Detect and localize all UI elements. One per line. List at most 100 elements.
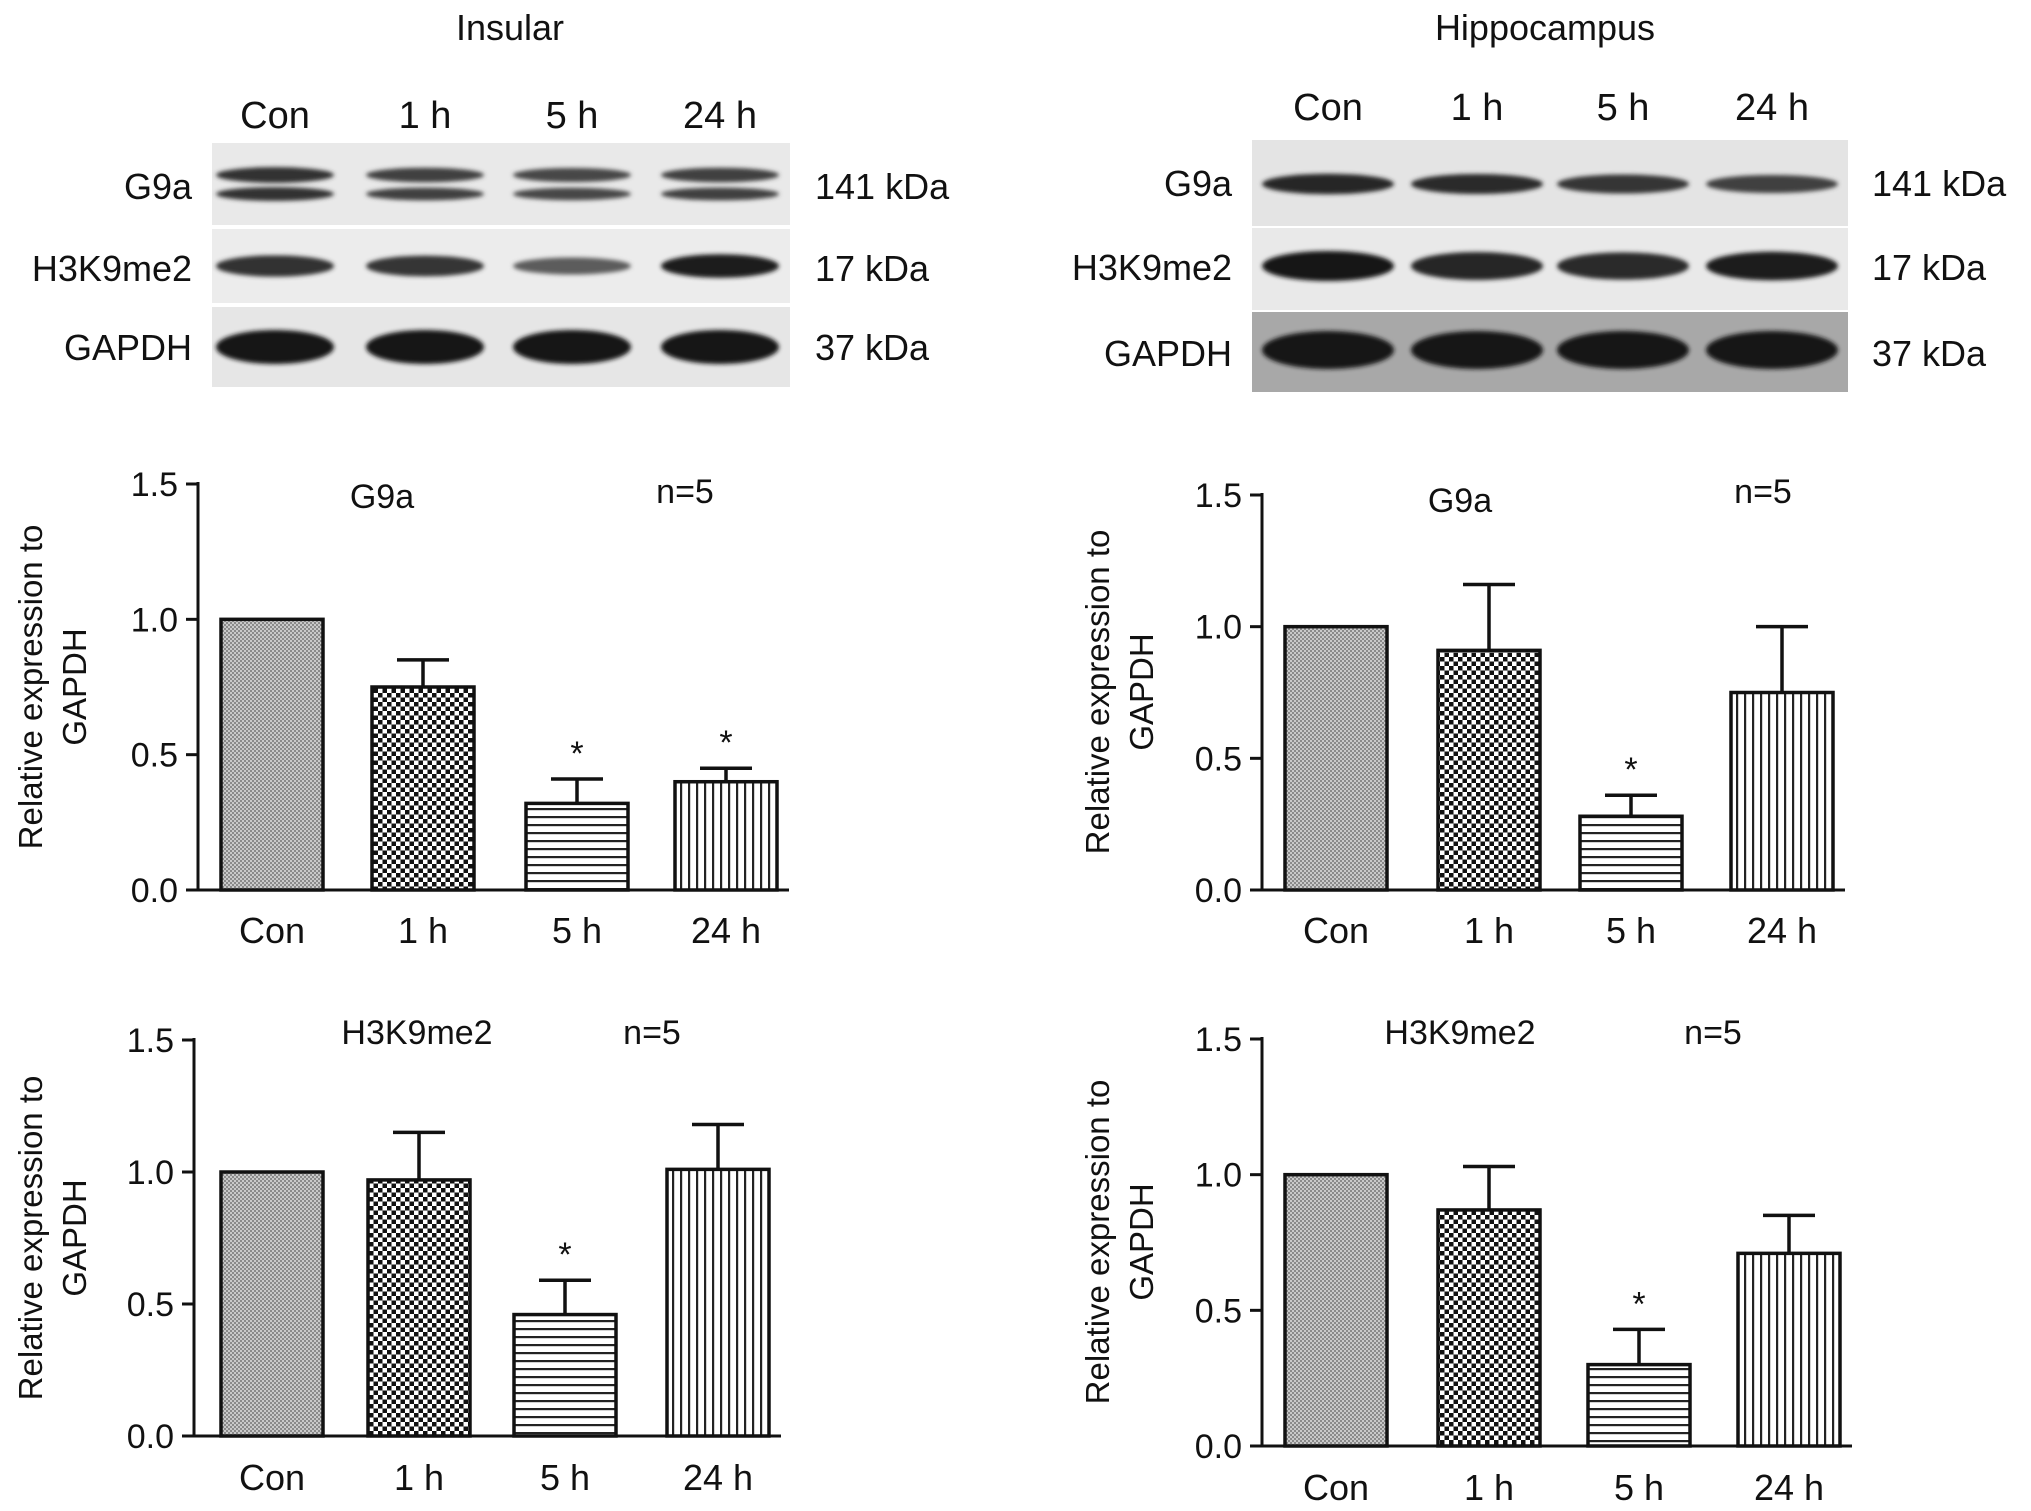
y-tick-label: 0.5	[1195, 740, 1242, 778]
x-tick-label: 24 h	[1747, 910, 1817, 951]
chart-hippocampus-g9a: 0.0 0.5 1.0 1.5 Relative expression to GAPDH G…	[1079, 473, 1845, 951]
blot-band	[366, 187, 484, 201]
y-tick-label: 0.0	[1195, 1428, 1242, 1466]
band-size: 17 kDa	[815, 248, 930, 289]
blot-band	[1262, 331, 1394, 369]
protein-label: GAPDH	[64, 327, 192, 368]
blot-band	[661, 330, 779, 364]
blot-band	[1411, 173, 1543, 195]
chart-insular-g9a: 0.0 0.5 1.0 1.5 Relative expression to GAPDH G…	[12, 466, 789, 951]
y-axis-label: Relative expression to GAPDH	[12, 525, 93, 850]
bar	[366, 1178, 472, 1438]
x-tick-label: 1 h	[1464, 1467, 1514, 1508]
region-title: Insular	[456, 7, 564, 48]
blot-band	[1557, 252, 1689, 280]
y-axis-label: Relative expression to GAPDH	[1079, 530, 1160, 855]
bar	[1436, 648, 1542, 892]
x-tick-label: 5 h	[540, 1457, 590, 1498]
blot-band	[1411, 252, 1543, 280]
blot-band	[513, 187, 631, 201]
significance-marker: *	[1632, 1285, 1645, 1323]
y-axis-label: Relative expression to GAPDH	[12, 1076, 93, 1401]
lane-label: Con	[1293, 87, 1363, 129]
y-tick-label: 1.5	[1195, 477, 1242, 515]
chart-title: G9a	[1428, 482, 1492, 520]
lane-label: Con	[240, 95, 310, 137]
y-tick-label: 1.0	[1195, 1157, 1242, 1195]
x-tick-label: 24 h	[683, 1457, 753, 1498]
blot-band	[216, 330, 334, 364]
significance-marker: *	[570, 735, 583, 773]
lane-label: 24 h	[1735, 87, 1809, 129]
blot-band	[1557, 331, 1689, 369]
chart-hippocampus-h3k9me2: 0.0 0.5 1.0 1.5 Relative expression to GAPDH H…	[1079, 1014, 1852, 1508]
bands	[216, 167, 779, 364]
blot-band	[216, 255, 334, 277]
chart-insular-h3k9me2: 0.0 0.5 1.0 1.5 Relative expression to GAPDH H…	[12, 1014, 781, 1498]
blot-strip	[212, 143, 790, 225]
y-tick-label: 0.5	[131, 737, 178, 775]
blot-band	[216, 187, 334, 201]
protein-label: GAPDH	[1104, 333, 1232, 374]
blot-band	[661, 167, 779, 183]
band-size: 141 kDa	[1872, 163, 2007, 204]
blot-band	[1262, 251, 1394, 281]
x-tick-label: 1 h	[398, 910, 448, 951]
y-tick-label: 0.5	[1195, 1292, 1242, 1330]
chart-annotation: n=5	[1684, 1014, 1742, 1052]
y-tick-label: 1.0	[1195, 609, 1242, 647]
x-tick-label: 5 h	[1614, 1467, 1664, 1508]
y-tick-label: 0.0	[131, 872, 178, 910]
x-tick-label: Con	[1303, 1467, 1369, 1508]
protein-label: G9a	[124, 166, 193, 207]
blot-band	[661, 254, 779, 278]
x-tick-label: 1 h	[394, 1457, 444, 1498]
bar	[1283, 1172, 1389, 1448]
lane-label: 1 h	[1451, 87, 1504, 129]
x-tick-label: 5 h	[552, 910, 602, 951]
blot-panel-insular: Insular Con 1 h 5 h 24 h G9a H3K9me2 GAP…	[32, 7, 950, 387]
chart-title: G9a	[350, 478, 414, 516]
protein-label: G9a	[1164, 163, 1233, 204]
bar	[1283, 624, 1389, 892]
blot-band	[513, 167, 631, 183]
lane-label: 5 h	[1597, 87, 1650, 129]
x-tick-label: 1 h	[1464, 910, 1514, 951]
significance-marker: *	[1624, 751, 1637, 789]
bar	[370, 685, 476, 892]
blot-band	[513, 330, 631, 364]
y-tick-label: 0.0	[1195, 872, 1242, 910]
bar	[665, 1167, 771, 1438]
bar	[1578, 814, 1684, 892]
band-size: 37 kDa	[1872, 333, 1987, 374]
bar	[1436, 1208, 1542, 1448]
y-tick-label: 1.5	[127, 1022, 174, 1060]
lane-label: 5 h	[546, 95, 599, 137]
protein-label: H3K9me2	[32, 248, 192, 289]
bar	[524, 801, 630, 892]
chart-annotation: n=5	[623, 1014, 681, 1052]
x-tick-label: 24 h	[691, 910, 761, 951]
x-tick-label: Con	[239, 910, 305, 951]
bar	[1729, 690, 1835, 892]
chart-title: H3K9me2	[341, 1014, 492, 1052]
blot-panel-hippocampus: Hippocampus Con 1 h 5 h 24 h G9a H3K9me2…	[1072, 7, 2007, 392]
bar	[512, 1312, 618, 1438]
blot-band	[1411, 331, 1543, 369]
y-tick-label: 0.5	[127, 1286, 174, 1324]
blot-band	[1706, 251, 1838, 281]
lane-label: 1 h	[399, 95, 452, 137]
band-size: 141 kDa	[815, 166, 950, 207]
lane-label: 24 h	[683, 95, 757, 137]
blot-band	[1706, 331, 1838, 369]
blot-band	[661, 187, 779, 201]
chart-annotation: n=5	[1734, 473, 1792, 511]
bar	[219, 1170, 325, 1438]
blot-band	[366, 255, 484, 277]
chart-title: H3K9me2	[1384, 1014, 1535, 1052]
x-tick-label: 24 h	[1754, 1467, 1824, 1508]
y-tick-label: 1.0	[131, 601, 178, 639]
blot-band	[513, 257, 631, 275]
y-tick-label: 1.0	[127, 1154, 174, 1192]
